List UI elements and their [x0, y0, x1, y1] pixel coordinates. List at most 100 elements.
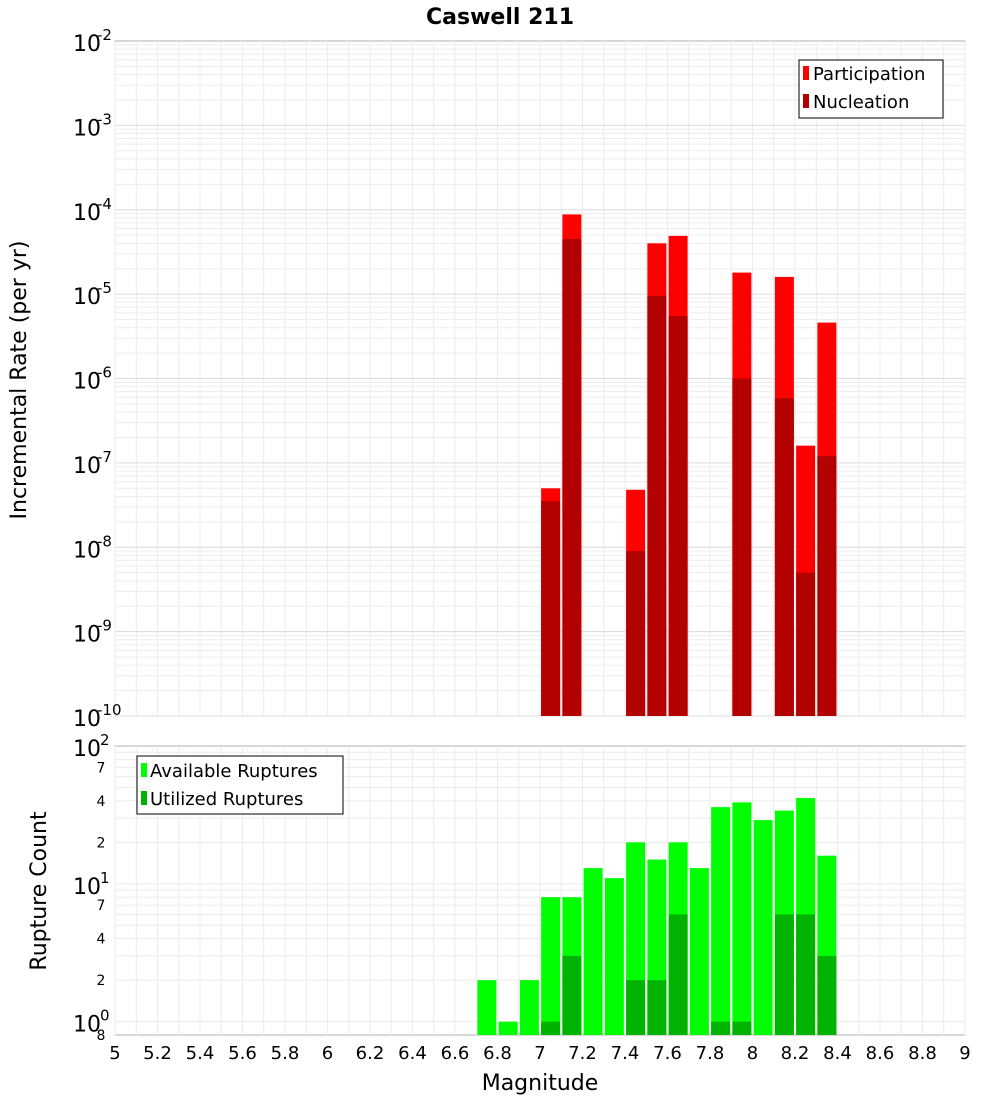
bottom-y-minor-tick: 7	[97, 898, 106, 914]
bottom-y-tick-exponent: 2	[100, 731, 110, 749]
x-axis-label: Magnitude	[482, 1071, 599, 1096]
top-y-tick-exponent: -5	[97, 279, 112, 297]
x-tick-label: 6.6	[441, 1043, 470, 1064]
bottom-y-minor-tick: 4	[97, 794, 106, 810]
nucleation-bar	[817, 456, 837, 716]
bottom-y-minor-tick: 7	[97, 760, 106, 776]
utilized-ruptures-bar	[774, 914, 794, 1035]
bottom-y-minor-tick: 8	[97, 1028, 106, 1044]
x-tick-label: 8	[747, 1043, 758, 1064]
utilized-ruptures-bar	[647, 980, 667, 1035]
top-y-tick-base: 10	[73, 116, 101, 141]
x-tick-label: 5.2	[143, 1043, 172, 1064]
top-y-tick-exponent: -3	[97, 110, 112, 128]
x-tick-label: 5.4	[186, 1043, 215, 1064]
nucleation-bar	[541, 501, 561, 716]
x-tick-label: 8.8	[908, 1043, 937, 1064]
top-y-tick-base: 10	[73, 707, 101, 732]
top-y-tick-base: 10	[73, 285, 101, 310]
x-tick-label: 8.6	[866, 1043, 895, 1064]
top-y-axis-label: Incremental Rate (per yr)	[7, 241, 32, 520]
bottom-y-minor-tick: 2	[97, 973, 106, 989]
utilized-ruptures-bar	[541, 1021, 561, 1035]
nucleation-bar	[626, 551, 646, 716]
nucleation-bar	[647, 296, 667, 716]
bottom-y-minor-tick: 4	[97, 932, 106, 948]
top-y-tick-base: 10	[73, 454, 101, 479]
x-tick-label: 6.4	[398, 1043, 427, 1064]
top-legend: Participation Nucleation	[798, 59, 944, 119]
top-y-tick-base: 10	[73, 201, 101, 226]
top-y-tick-exponent: -2	[97, 26, 112, 44]
bottom-gridlines	[114, 746, 966, 1035]
x-tick-label: 7	[534, 1043, 545, 1064]
utilized-ruptures-bar	[626, 980, 646, 1035]
top-y-tick-labels: 10-210-310-410-510-610-710-810-910-10	[73, 26, 122, 732]
x-tick-label: 7.8	[696, 1043, 725, 1064]
top-y-tick-exponent: -9	[97, 617, 112, 635]
x-tick-label: 9	[959, 1043, 970, 1064]
available-ruptures-bar	[711, 807, 731, 1035]
bottom-y-tick-exponent: 1	[100, 869, 110, 887]
available-ruptures-bar	[753, 820, 773, 1035]
x-tick-label: 7.4	[611, 1043, 640, 1064]
available-ruptures-bar	[689, 868, 709, 1035]
utilized-ruptures-bar	[796, 914, 816, 1035]
top-y-tick-base: 10	[73, 623, 101, 648]
legend-label-utilized: Utilized Ruptures	[150, 789, 303, 810]
utilized-ruptures-bar	[562, 955, 582, 1035]
available-ruptures-bar	[583, 868, 603, 1035]
bottom-y-axis-label: Rupture Count	[27, 811, 52, 971]
x-tick-label: 5.8	[271, 1043, 300, 1064]
x-tick-label: 5.6	[228, 1043, 257, 1064]
bottom-y-tick-base: 10	[73, 875, 101, 900]
x-tick-labels: 5 5.2 5.4 5.6 5.8 6 6.2 6.4 6.6 6.8 7 7.2 7.4 7.6 7.8 8…	[109, 1043, 970, 1064]
available-ruptures-bar	[732, 802, 752, 1035]
available-ruptures-bar	[519, 980, 539, 1035]
utilized-ruptures-bar	[732, 1021, 752, 1035]
available-ruptures-bar	[477, 980, 497, 1035]
top-y-tick-base: 10	[73, 32, 101, 57]
available-ruptures-bar	[604, 878, 624, 1035]
x-tick-label: 6	[322, 1043, 333, 1064]
utilized-ruptures-bar	[668, 914, 688, 1035]
top-y-tick-exponent: -8	[97, 532, 112, 550]
top-y-tick-exponent: -4	[97, 195, 112, 213]
x-tick-label: 7.2	[568, 1043, 597, 1064]
bottom-y-tick-exponent: 0	[100, 1007, 110, 1025]
x-tick-label: 8.2	[781, 1043, 810, 1064]
nucleation-bar	[796, 572, 816, 716]
nucleation-bar	[774, 398, 794, 716]
nucleation-bar	[732, 378, 752, 716]
utilized-ruptures-bar	[711, 1021, 731, 1035]
nucleation-bar	[562, 239, 582, 716]
top-gridlines	[114, 41, 966, 717]
nucleation-bar	[668, 316, 688, 716]
bottom-y-tick-base: 10	[73, 737, 101, 762]
top-panel: 10-210-310-410-510-610-710-810-910-10 In…	[7, 26, 966, 732]
legend-swatch-nucleation	[803, 94, 809, 108]
bottom-y-tick-base: 10	[73, 1013, 101, 1038]
bottom-bars	[477, 797, 837, 1035]
top-y-tick-exponent: -6	[97, 364, 112, 382]
bottom-legend-box	[136, 755, 344, 815]
legend-swatch-utilized	[141, 791, 147, 805]
chart-title: Caswell 211	[426, 5, 574, 30]
top-y-tick-base: 10	[73, 370, 101, 395]
legend-swatch-participation	[803, 66, 809, 80]
x-tick-label: 6.2	[356, 1043, 385, 1064]
bottom-y-minor-tick: 2	[97, 835, 106, 851]
bottom-legend: Available Ruptures Utilized Ruptures	[136, 755, 344, 815]
legend-label-participation: Participation	[813, 64, 925, 85]
available-ruptures-bar	[541, 897, 561, 1035]
top-y-tick-base: 10	[73, 538, 101, 563]
legend-label-available: Available Ruptures	[150, 761, 318, 782]
x-tick-label: 5	[109, 1043, 120, 1064]
x-tick-label: 8.4	[823, 1043, 852, 1064]
legend-label-nucleation: Nucleation	[813, 92, 909, 113]
top-y-tick-exponent: -10	[97, 701, 122, 719]
utilized-ruptures-bar	[817, 955, 837, 1035]
